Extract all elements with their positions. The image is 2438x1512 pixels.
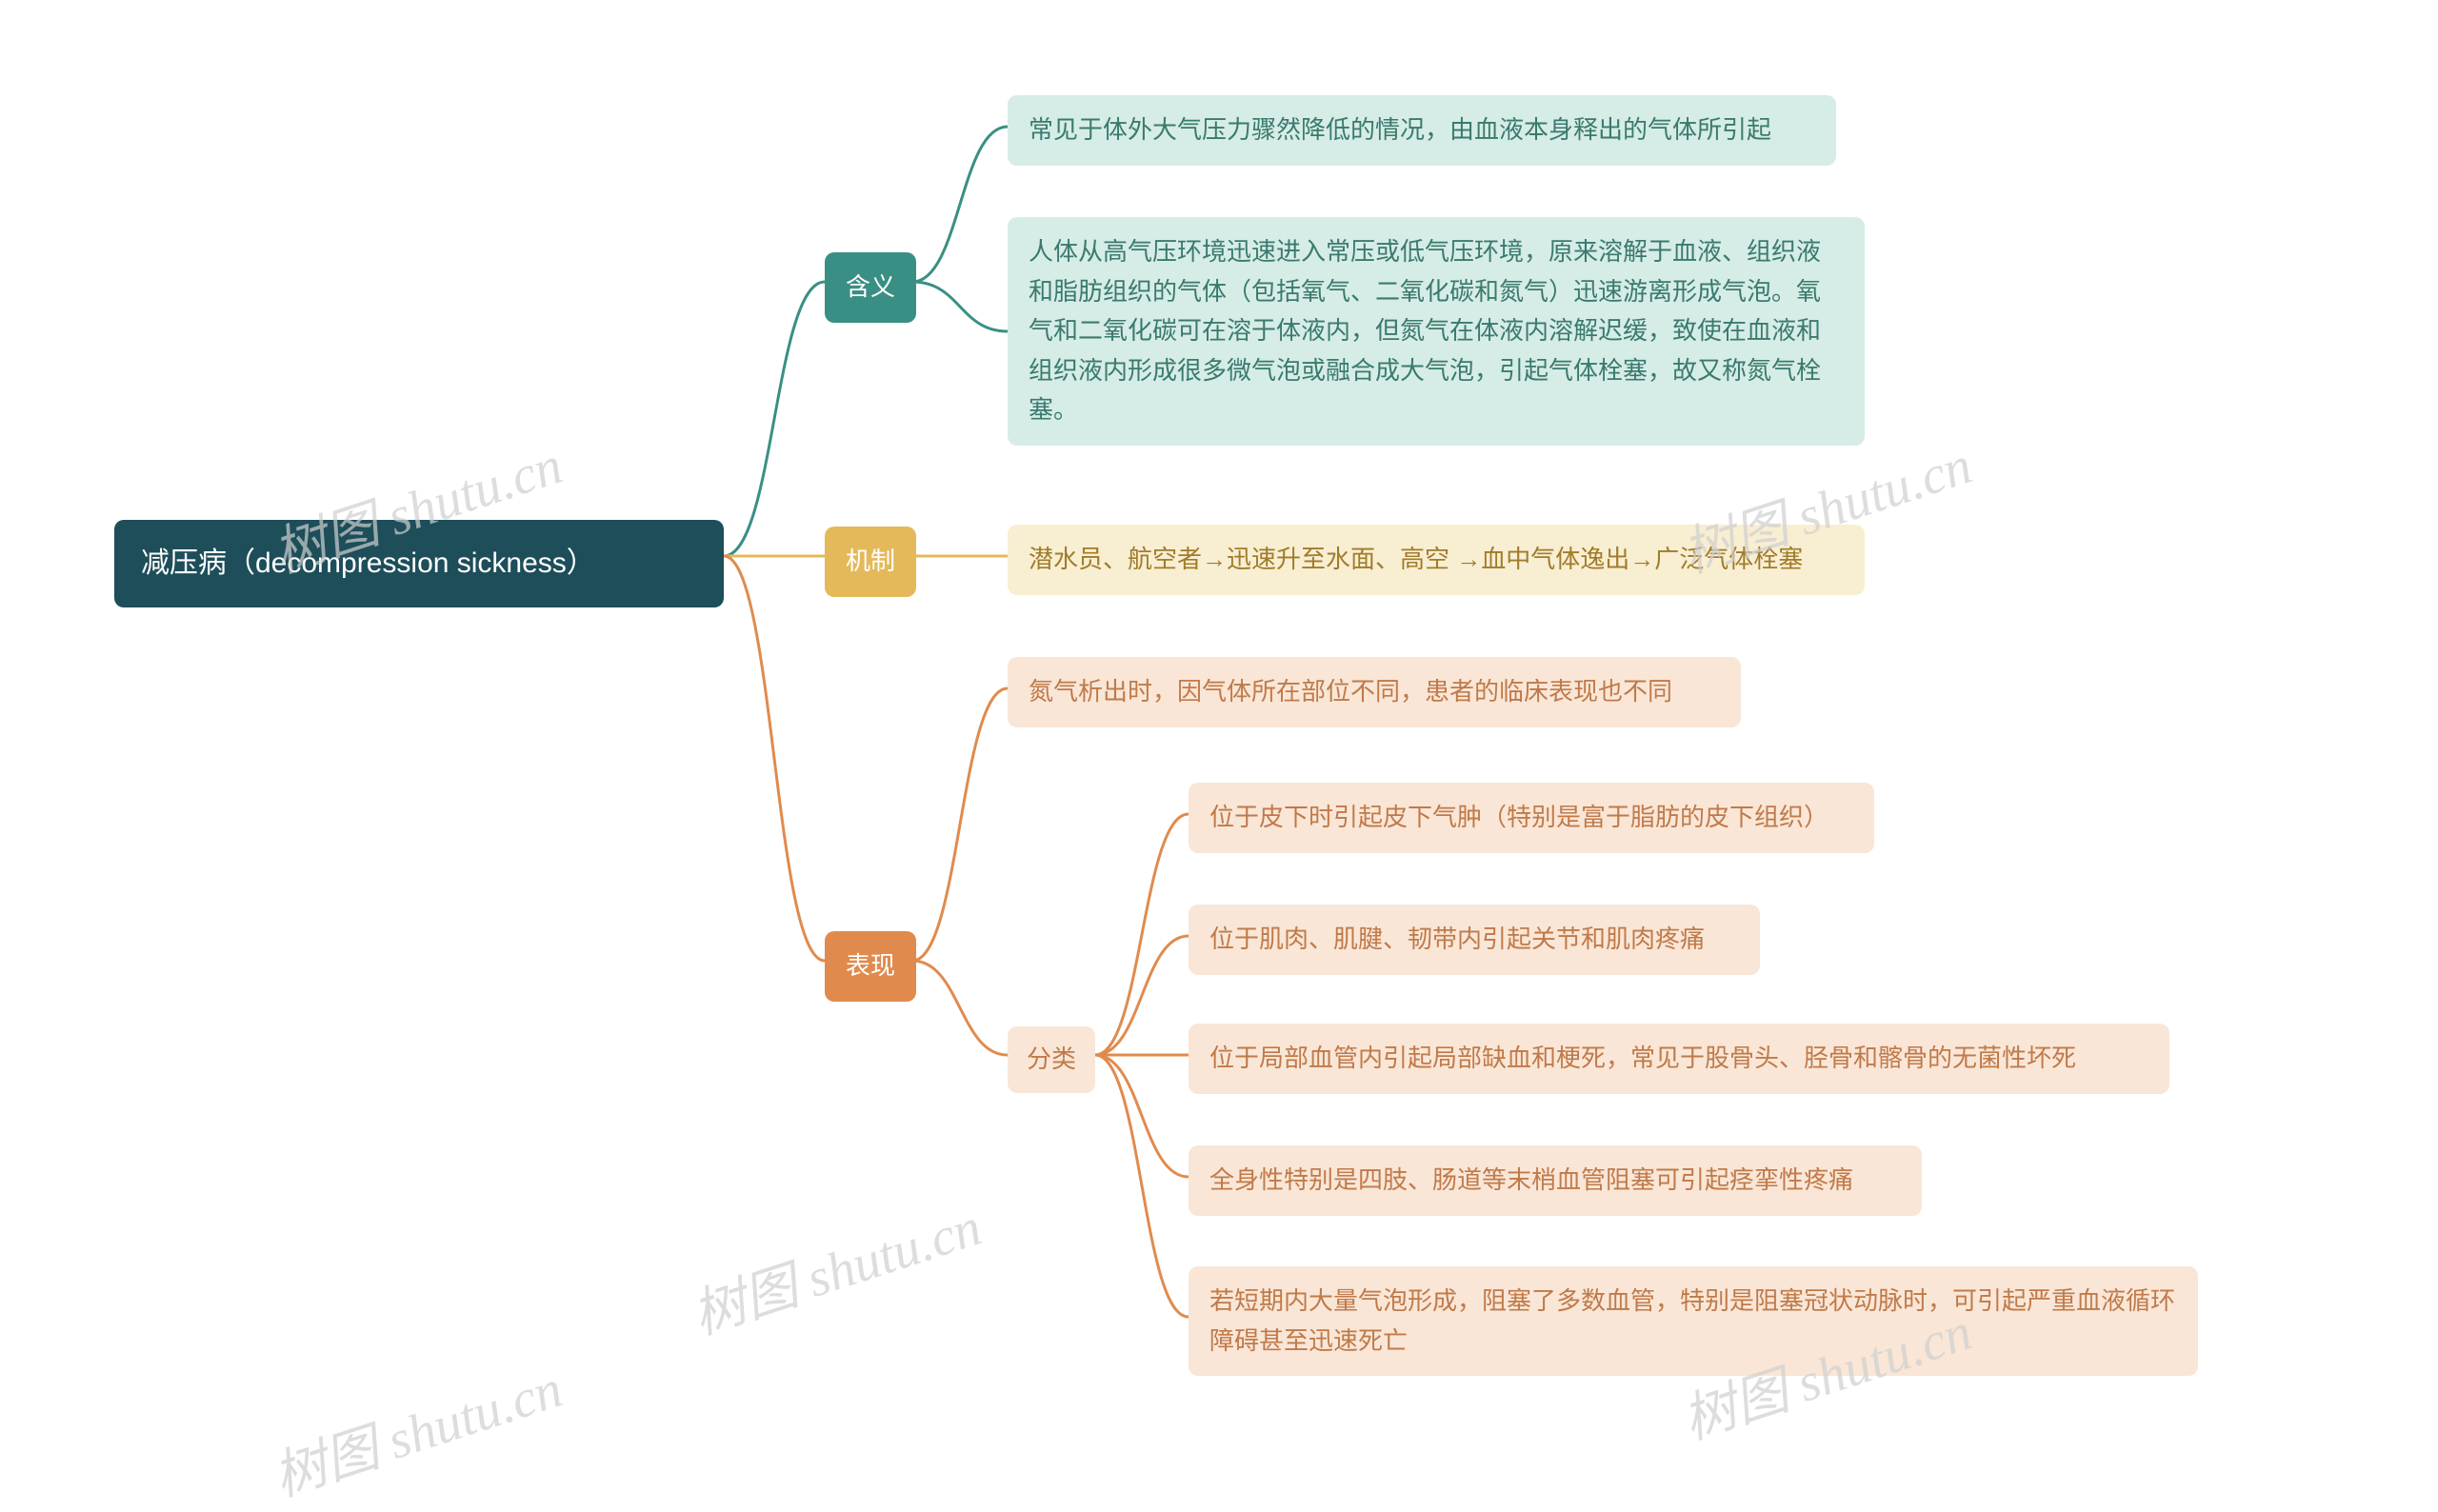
branch-presentation: 表现 — [825, 931, 916, 1002]
leaf-classification-1: 位于肌肉、肌腱、韧带内引起关节和肌肉疼痛 — [1189, 905, 1760, 975]
leaf-presentation-0: 氮气析出时，因气体所在部位不同，患者的临床表现也不同 — [1008, 657, 1741, 727]
root-node: 减压病（decompression sickness） — [114, 520, 724, 607]
branch-classification: 分类 — [1008, 1026, 1095, 1093]
leaf-meaning-1: 人体从高气压环境迅速进入常压或低气压环境，原来溶解于血液、组织液和脂肪组织的气体… — [1008, 217, 1865, 446]
leaf-classification-4: 若短期内大量气泡形成，阻塞了多数血管，特别是阻塞冠状动脉时，可引起严重血液循环障… — [1189, 1266, 2198, 1376]
leaf-meaning-0: 常见于体外大气压力骤然降低的情况，由血液本身释出的气体所引起 — [1008, 95, 1836, 166]
branch-meaning: 含义 — [825, 252, 916, 323]
leaf-mechanism-0: 潜水员、航空者→迅速升至水面、高空 →血中气体逸出→广泛气体栓塞 — [1008, 525, 1865, 595]
leaf-classification-2: 位于局部血管内引起局部缺血和梗死，常见于股骨头、胫骨和髂骨的无菌性坏死 — [1189, 1024, 2169, 1094]
watermark-2: 树图 shutu.cn — [262, 1345, 570, 1511]
watermark-3: 树图 shutu.cn — [681, 1184, 989, 1349]
leaf-classification-0: 位于皮下时引起皮下气肿（特别是富于脂肪的皮下组织） — [1189, 783, 1874, 853]
branch-mechanism: 机制 — [825, 527, 916, 597]
leaf-classification-3: 全身性特别是四肢、肠道等末梢血管阻塞可引起痉挛性疼痛 — [1189, 1145, 1922, 1216]
